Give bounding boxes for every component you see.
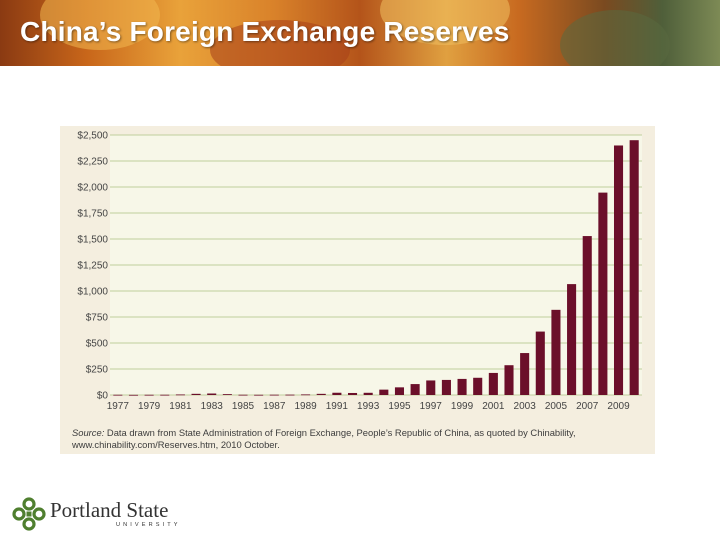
- bar-1983: [207, 393, 217, 395]
- logo-name: Portland State: [50, 498, 169, 522]
- bar-1977: [113, 394, 123, 396]
- x-tick-label: 1987: [263, 401, 286, 412]
- x-tick-label: 1993: [357, 401, 380, 412]
- x-tick-label: 2005: [545, 401, 568, 412]
- x-tick-label: 1991: [326, 401, 349, 412]
- x-tick-label: 1989: [294, 401, 317, 412]
- bar-1998: [441, 379, 451, 395]
- bar-2001: [488, 372, 498, 395]
- x-tick-label: 2009: [607, 401, 630, 412]
- bar-1985: [238, 394, 248, 396]
- x-tick-label: 1999: [451, 401, 474, 412]
- leaf-texture: [560, 10, 670, 66]
- chart-panel: $0 $250 $500 $750 $1,000 $1,250 $1,500 $1,750 $2…: [60, 126, 655, 454]
- logo-subtitle: UNIVERSITY: [116, 522, 181, 528]
- bar-2003: [520, 353, 530, 395]
- slide-title: China’s Foreign Exchange Reserves: [20, 16, 510, 47]
- bar-1997: [426, 380, 436, 395]
- bar-2009: [613, 145, 624, 395]
- source-note: Source: Data drawn from State Administra…: [72, 427, 647, 451]
- bar-2007: [582, 236, 592, 395]
- bar-1979: [144, 394, 154, 396]
- bar-1996: [410, 384, 420, 395]
- bar-2000: [473, 377, 483, 395]
- y-tick-label: $500: [86, 339, 109, 350]
- leaf-texture: [210, 20, 350, 66]
- source-label: Source:: [72, 427, 105, 438]
- y-tick-label: $1,250: [77, 261, 108, 272]
- y-axis-ticks: $0 $250 $500 $750 $1,000 $1,250 $1,500 $1,750 $2…: [77, 131, 108, 402]
- bar-1981: [175, 394, 185, 396]
- y-tick-label: $2,250: [77, 157, 108, 168]
- x-axis-ticks: 1977 1979 1981 1983 1985 1987 1989 1991 1993 1995…: [107, 401, 630, 412]
- y-tick-label: $250: [86, 365, 109, 376]
- bar-2005: [551, 309, 561, 395]
- university-logo: Portland State UNIVERSITY: [12, 497, 192, 533]
- y-tick-label: $750: [86, 313, 109, 324]
- y-tick-label: $0: [97, 391, 109, 402]
- x-tick-label: 1979: [138, 401, 161, 412]
- bar-2002: [504, 365, 514, 395]
- bar-1984: [222, 394, 232, 395]
- y-tick-label: $1,000: [77, 287, 108, 298]
- x-tick-label: 1983: [201, 401, 224, 412]
- bar-1992: [347, 392, 358, 395]
- x-tick-label: 1997: [420, 401, 443, 412]
- x-tick-label: 2003: [514, 401, 537, 412]
- bar-1994: [379, 389, 389, 395]
- y-tick-label: $2,500: [77, 131, 108, 142]
- y-tick-label: $2,000: [77, 183, 108, 194]
- bar-1995: [394, 387, 405, 395]
- portland-state-logo-icon: [12, 497, 46, 531]
- bar-1999: [457, 378, 467, 395]
- x-tick-label: 2001: [482, 401, 505, 412]
- bar-1991: [332, 392, 342, 395]
- bar-1987: [269, 394, 279, 396]
- bar-2004: [535, 331, 545, 395]
- bar-1982: [191, 393, 201, 395]
- x-tick-label: 1985: [232, 401, 255, 412]
- bar-2006: [567, 284, 577, 395]
- bar-1986: [254, 394, 264, 396]
- y-tick-label: $1,750: [77, 209, 108, 220]
- x-tick-label: 2007: [576, 401, 599, 412]
- bar-chart: $0 $250 $500 $750 $1,000 $1,250 $1,500 $1,750 $2…: [77, 131, 642, 412]
- y-tick-label: $1,500: [77, 235, 108, 246]
- bar-2010: [629, 140, 639, 395]
- bar-1978: [128, 394, 139, 396]
- source-text: Data drawn from State Administration of …: [106, 427, 576, 438]
- source-url: www.chinability.com/Reserves.htm, 2010 O…: [72, 439, 280, 450]
- bar-1980: [160, 394, 170, 396]
- x-tick-label: 1977: [107, 401, 130, 412]
- bar-1990: [316, 393, 326, 395]
- x-tick-label: 1981: [169, 401, 192, 412]
- x-tick-label: 1995: [388, 401, 411, 412]
- bar-2008: [598, 192, 608, 395]
- bars: [113, 140, 639, 396]
- title-banner: China’s Foreign Exchange Reserves: [0, 0, 720, 66]
- bar-1988: [285, 394, 295, 396]
- bar-1993: [363, 392, 373, 395]
- bar-1989: [301, 394, 311, 396]
